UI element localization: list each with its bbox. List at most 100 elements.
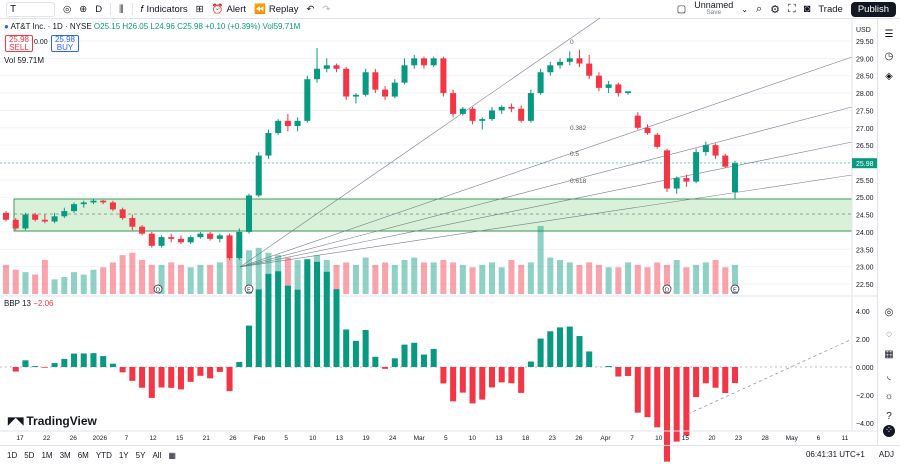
- price-tick: 27.50: [856, 108, 874, 115]
- time-tick: 5: [444, 435, 448, 442]
- candle-body: [246, 195, 252, 231]
- bbp-bar: [129, 367, 135, 381]
- price-tick: 24.00: [856, 230, 874, 237]
- bbp-bar: [22, 360, 28, 367]
- range-1y[interactable]: 1Y: [119, 451, 129, 460]
- volume-bar: [421, 262, 427, 294]
- bbp-bar: [528, 362, 534, 367]
- ideas-icon[interactable]: ☼: [883, 391, 895, 403]
- chat-icon[interactable]: ◌: [883, 329, 895, 341]
- bbp-bar: [139, 367, 145, 388]
- bbp-bar: [227, 367, 233, 391]
- bbp-bar: [547, 331, 553, 367]
- time-tick: Mar: [414, 435, 426, 442]
- candle-body: [654, 135, 660, 147]
- apps-grid-icon[interactable]: ⁘: [883, 425, 895, 437]
- volume-bar: [431, 262, 437, 294]
- fib-fan-line: [240, 107, 852, 267]
- bbp-bar: [402, 345, 408, 367]
- candle-body: [508, 107, 514, 109]
- range-1d[interactable]: 1D: [7, 451, 17, 460]
- price-tick: 25.50: [856, 178, 874, 185]
- volume-bar: [382, 262, 388, 294]
- volume-bar: [197, 265, 203, 294]
- price-tick: 28.00: [856, 91, 874, 98]
- volume-bar: [625, 262, 631, 294]
- candle-body: [489, 110, 495, 119]
- bbp-bar: [470, 367, 476, 403]
- time-tick: Apr: [600, 435, 611, 442]
- volume-bar: [508, 260, 514, 294]
- volume-bar: [3, 265, 9, 294]
- candle-body: [265, 133, 271, 156]
- bbp-bar: [440, 367, 446, 383]
- volume-bar: [178, 265, 184, 294]
- time-tick: 23: [549, 435, 557, 442]
- candle-body: [227, 235, 233, 258]
- price-tick: 28.50: [856, 74, 874, 81]
- volume-bar: [722, 267, 728, 294]
- bbp-bar: [256, 289, 262, 367]
- price-axis: USD29.5029.0028.5028.0027.5027.0026.5026…: [852, 27, 878, 289]
- price-tick: 22.50: [856, 282, 874, 289]
- broadcast-icon[interactable]: ◟: [883, 371, 895, 383]
- volume-bar: [440, 260, 446, 294]
- volume-bar: [674, 260, 680, 294]
- candle-body: [499, 107, 505, 110]
- volume-bar: [470, 267, 476, 294]
- alerts-clock-icon[interactable]: ◷: [883, 51, 895, 63]
- time-tick: 15: [176, 435, 184, 442]
- calendar-icon[interactable]: ▦: [883, 349, 895, 361]
- candle-body: [664, 150, 670, 188]
- candle-body: [625, 91, 631, 93]
- volume-bar: [392, 265, 398, 294]
- volume-bar: [256, 248, 262, 294]
- volume-bar: [13, 270, 19, 294]
- price-tick: 29.50: [856, 39, 874, 46]
- volume-bar: [343, 262, 349, 294]
- layers-icon[interactable]: ◈: [883, 71, 895, 83]
- bbp-bar: [324, 272, 330, 367]
- bbp-bar: [489, 367, 495, 387]
- bbp-tick: 0.000: [856, 365, 874, 372]
- time-tick: 13: [336, 435, 344, 442]
- clock-time[interactable]: 06:41:31 UTC+1: [806, 450, 865, 459]
- adj-toggle[interactable]: ADJ: [879, 450, 894, 459]
- candle-body: [674, 178, 680, 188]
- time-tick: 2026: [93, 435, 108, 442]
- range-1m[interactable]: 1M: [41, 451, 52, 460]
- time-tick: 28: [762, 435, 770, 442]
- candle-body: [129, 218, 135, 227]
- range-3m[interactable]: 3M: [60, 451, 71, 460]
- ohlc-values: O25.15 H26.05 L24.96 C25.98 +0.10 (+0.39…: [94, 22, 300, 31]
- price-tick: 24.50: [856, 213, 874, 220]
- bbp-bar: [722, 367, 728, 393]
- bbp-bar: [110, 364, 116, 367]
- range-ytd[interactable]: YTD: [96, 451, 112, 460]
- watchlist-icon[interactable]: ☰: [883, 29, 895, 41]
- target-icon[interactable]: ◎: [883, 307, 895, 319]
- fib-label: 0.618: [570, 178, 587, 185]
- range-6m[interactable]: 6M: [78, 451, 89, 460]
- range-all[interactable]: All: [152, 451, 161, 460]
- volume-bar: [139, 260, 145, 294]
- range-5y[interactable]: 5Y: [136, 451, 146, 460]
- eye-icon[interactable]: ●: [4, 22, 9, 31]
- calendar-range-icon[interactable]: ▦: [168, 451, 176, 460]
- bbp-bar: [13, 367, 19, 372]
- volume-bar: [567, 262, 573, 294]
- bbp-bar: [90, 353, 96, 367]
- time-tick: 24: [389, 435, 397, 442]
- price-tick: 27.00: [856, 126, 874, 133]
- volume-bar: [528, 262, 534, 294]
- time-tick: 7: [125, 435, 129, 442]
- range-5d[interactable]: 5D: [24, 451, 34, 460]
- candle-body: [217, 235, 223, 238]
- volume-legend: Vol 59.71M: [4, 56, 44, 65]
- help-icon[interactable]: ?: [883, 411, 895, 423]
- volume-bar: [460, 265, 466, 294]
- candle-body: [110, 202, 116, 209]
